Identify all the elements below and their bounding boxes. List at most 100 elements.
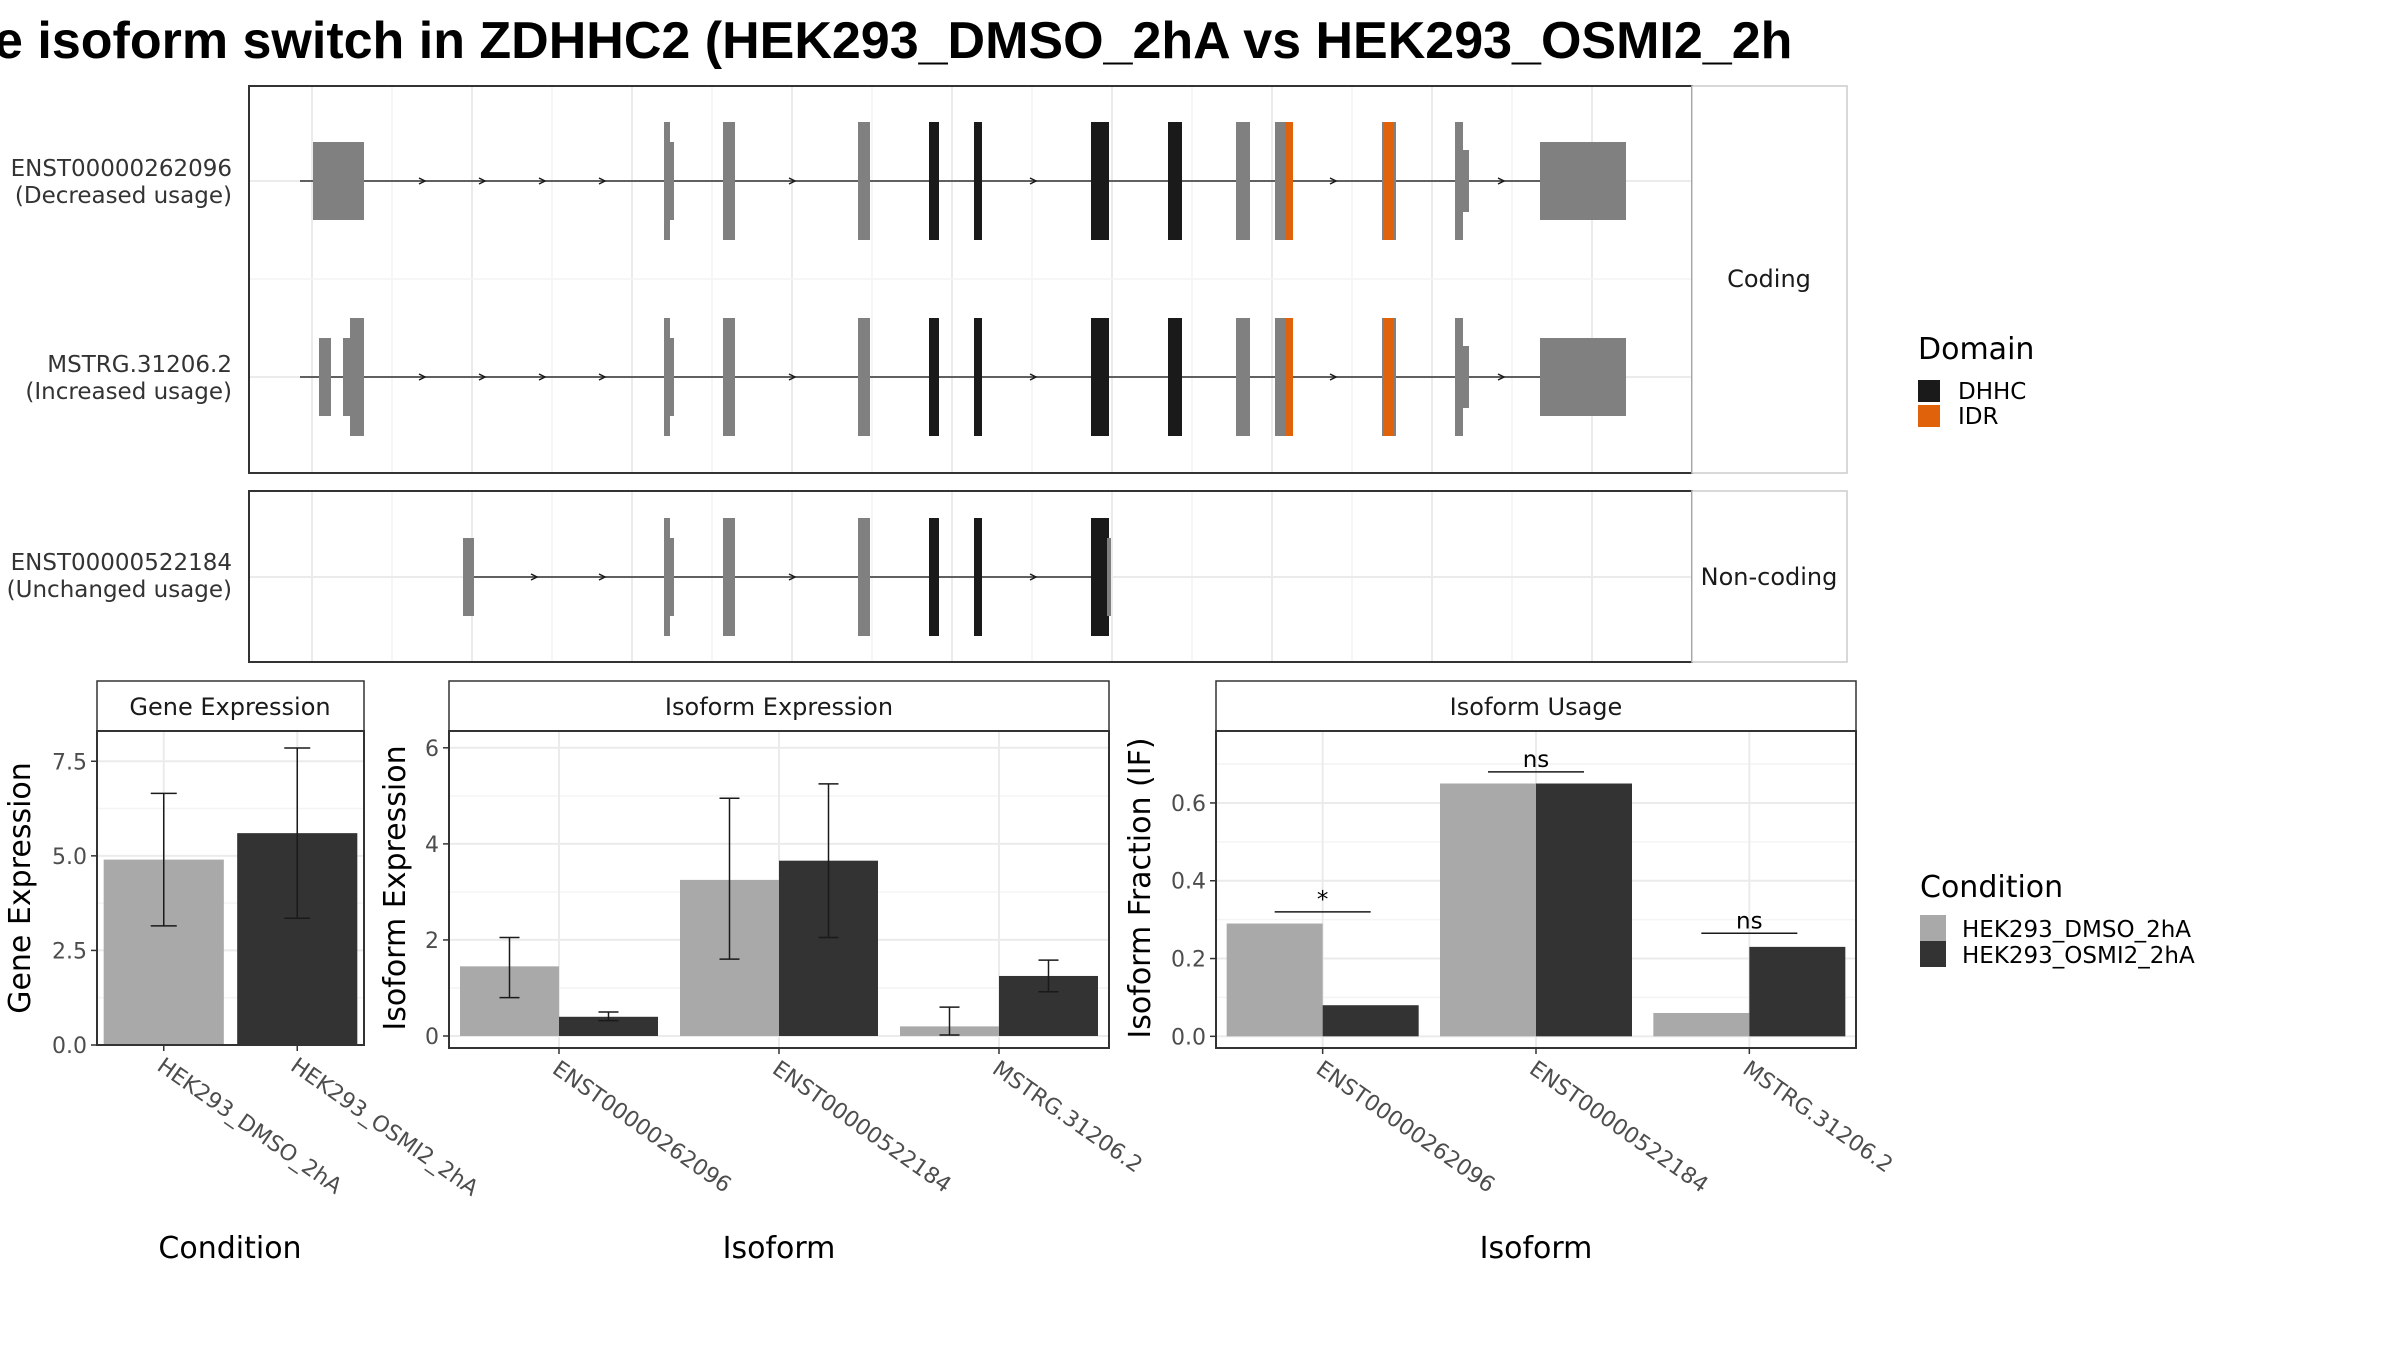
idr-domain-exon — [1384, 122, 1394, 240]
domain-legend-title: Domain — [1918, 332, 2034, 367]
intron-direction-arrow — [1329, 177, 1338, 185]
idr-domain-exon — [1384, 318, 1394, 436]
intron-direction-arrow — [598, 177, 607, 185]
x-tick-label: ENST00000522184 — [768, 1056, 956, 1198]
utr-exon — [1540, 142, 1626, 220]
significance-label: ns — [1523, 747, 1550, 773]
cds-exon — [1455, 122, 1463, 240]
utr-exon — [350, 318, 364, 436]
gene-expression-y-ticks: 0.0 2.5 5.0 7.5 — [52, 750, 97, 1059]
noncoding-transcript-models — [463, 518, 1111, 636]
intron-direction-arrow — [1497, 373, 1506, 381]
transcript-labels: ENST00000262096 (Decreased usage) MSTRG.… — [7, 156, 232, 603]
utr-exon — [313, 142, 364, 220]
transcript-label-3-usage: (Unchanged usage) — [7, 577, 232, 603]
gene-expression-strip — [96, 680, 365, 732]
intron-direction-arrow — [538, 177, 547, 185]
cds-exon — [723, 318, 735, 436]
isoform-expression-x-ticks: ENST00000262096 ENST00000522184 MSTRG.3120… — [548, 1048, 1147, 1198]
y-tick-label: 0.0 — [52, 1034, 87, 1059]
isoform-usage-significance: * ns ns — [1274, 747, 1798, 934]
intron-direction-arrow — [418, 373, 427, 381]
dhhc-domain-exon — [1168, 318, 1182, 436]
y-tick-label: 4 — [425, 833, 439, 858]
condition-legend-title: Condition — [1920, 870, 2063, 905]
isoform-usage-panel: Isoform Usage * ns ns 0.0 0.2 0.4 0.6 ENST000… — [1123, 680, 1897, 1266]
gene-expression-strip-title: Gene Expression — [129, 693, 330, 721]
intron-direction-arrow — [1497, 177, 1506, 185]
figure-title: e isoform switch in ZDHHC2 (HEK293_DMSO_… — [0, 12, 1792, 70]
condition-legend-swatch-osmi — [1920, 941, 1946, 967]
x-tick-label: MSTRG.31206.2 — [988, 1056, 1147, 1178]
cds-exon — [670, 338, 674, 416]
intron-direction-arrow — [788, 373, 797, 381]
isoform-expression-strip-title: Isoform Expression — [665, 693, 893, 721]
cds-exon — [858, 122, 870, 240]
bar-ENST00000522184-HEK293_DMSO_2hA — [1440, 783, 1536, 1037]
dhhc-domain-exon — [1091, 518, 1109, 636]
intron-direction-arrow — [598, 573, 607, 581]
transcript-label-2-id: MSTRG.31206.2 — [47, 352, 232, 378]
significance-label: * — [1317, 887, 1329, 913]
transcript-label-1-usage: (Decreased usage) — [15, 183, 232, 209]
dhhc-domain-exon — [974, 318, 982, 436]
domain-legend-label-dhhc: DHHC — [1958, 379, 2026, 405]
utr-exon — [1540, 338, 1626, 416]
dhhc-domain-exon — [1168, 122, 1182, 240]
dhhc-domain-exon — [1091, 122, 1109, 240]
intron-direction-arrow — [1029, 373, 1038, 381]
dhhc-domain-exon — [929, 318, 939, 436]
y-tick-label: 5.0 — [52, 845, 87, 870]
dhhc-domain-exon — [1091, 318, 1109, 436]
cds-exon — [664, 518, 670, 636]
intron-direction-arrow — [1029, 177, 1038, 185]
x-tick-label: ENST00000262096 — [1311, 1056, 1499, 1198]
y-tick-label: 0.2 — [1171, 948, 1206, 973]
dhhc-domain-exon — [974, 122, 982, 240]
dhhc-domain-exon — [974, 518, 982, 636]
utr-exon — [1463, 150, 1469, 212]
bar-ENST00000262096-HEK293_OSMI2_2hA — [1322, 1005, 1419, 1037]
bar-MSTRG.31206.2-HEK293_DMSO_2hA — [1653, 1012, 1750, 1037]
cds-exon — [670, 538, 674, 616]
bar-ENST00000522184-HEK293_OSMI2_2hA — [1536, 783, 1632, 1037]
isoform-expression-error-bars — [499, 783, 1059, 1036]
domain-legend: Domain DHHC IDR — [1918, 332, 2034, 430]
condition-legend: Condition HEK293_DMSO_2hA HEK293_OSMI2_2… — [1920, 870, 2195, 969]
isoform-usage-x-axis-title: Isoform — [1480, 1231, 1593, 1266]
noncoding-strip-label: Non-coding — [1701, 563, 1838, 591]
idr-domain-exon — [1285, 122, 1293, 240]
gene-expression-y-axis-title: Gene Expression — [3, 762, 38, 1014]
isoform-usage-strip-title: Isoform Usage — [1450, 693, 1623, 721]
isoform-expression-x-axis-title: Isoform — [723, 1231, 836, 1266]
domain-legend-swatch-idr — [1918, 405, 1940, 427]
intron-direction-arrow — [598, 373, 607, 381]
condition-legend-swatch-dmso — [1920, 915, 1946, 941]
y-tick-label: 7.5 — [52, 750, 87, 775]
y-tick-label: 0.0 — [1171, 1025, 1206, 1050]
domain-legend-swatch-dhhc — [1918, 380, 1940, 402]
intron-direction-arrow — [418, 177, 427, 185]
noncoding-strip — [1691, 490, 1848, 663]
transcript-label-3-id: ENST00000522184 — [11, 550, 232, 576]
intron-direction-arrow — [788, 177, 797, 185]
x-tick-label: MSTRG.31206.2 — [1738, 1056, 1897, 1178]
bar-ENST00000262096-HEK293_DMSO_2hA — [1226, 923, 1323, 1037]
y-tick-label: 0.6 — [1171, 792, 1206, 817]
utr-exon — [1107, 538, 1111, 616]
y-tick-label: 2.5 — [52, 939, 87, 964]
condition-legend-label-osmi: HEK293_OSMI2_2hA — [1962, 943, 2195, 969]
coding-strip-label: Coding — [1727, 265, 1811, 293]
coding-structure-panel: Coding — [248, 85, 1848, 474]
exon — [858, 518, 870, 636]
significance-label: ns — [1736, 908, 1763, 934]
bar-MSTRG.31206.2-HEK293_OSMI2_2hA — [1749, 946, 1846, 1037]
isoform-expression-y-ticks: 0 2 4 6 — [425, 737, 449, 1050]
intron-direction-arrow — [1329, 373, 1338, 381]
cds-exon — [664, 122, 670, 240]
y-tick-label: 0 — [425, 1025, 439, 1050]
transcript-label-2-usage: (Increased usage) — [25, 379, 232, 405]
transcript-label-1-id: ENST00000262096 — [11, 156, 232, 182]
